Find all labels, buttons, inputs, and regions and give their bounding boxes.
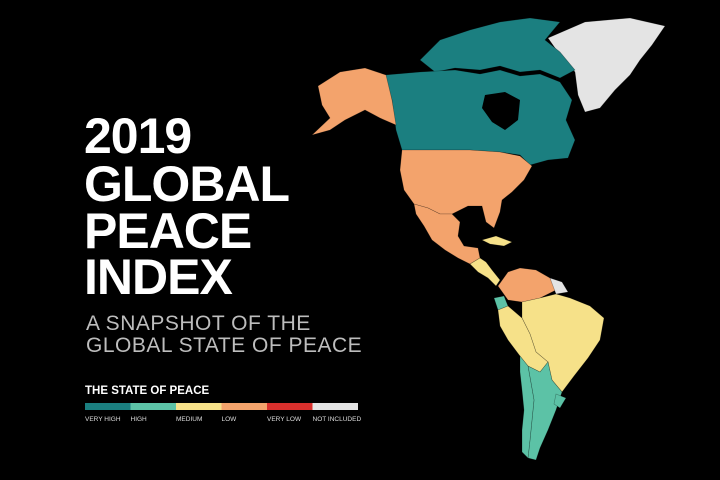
- legend-label: NOT INCLUDED: [313, 416, 362, 423]
- central-america: [469, 257, 501, 287]
- legend-swatch: [221, 403, 267, 410]
- legend-title: THE STATE OF PEACE: [85, 385, 209, 397]
- title: 2019 GLOBAL PEACE INDEX: [84, 108, 290, 305]
- subtitle-line: GLOBAL STATE OF PEACE: [86, 334, 362, 357]
- legend-swatch: [176, 403, 222, 410]
- legend-label: VERY HIGH: [85, 416, 121, 423]
- usa: [399, 149, 533, 229]
- chile: [519, 355, 535, 459]
- title-line: INDEX: [84, 249, 232, 305]
- uruguay: [553, 393, 567, 409]
- legend-label: VERY LOW: [267, 416, 302, 423]
- legend-label: HIGH: [131, 416, 148, 423]
- map: [311, 17, 666, 461]
- greenland: [547, 17, 666, 113]
- legend-label: LOW: [222, 416, 238, 423]
- title-line: PEACE: [84, 203, 251, 259]
- arctic-islands: [419, 17, 576, 79]
- hudson-bay: [482, 92, 520, 130]
- guianas: [549, 277, 569, 295]
- legend: VERY HIGH HIGH MEDIUM LOW VERY LOW NOT INCLUD…: [85, 403, 361, 423]
- argentina: [527, 361, 563, 461]
- mexico: [413, 203, 481, 265]
- legend-swatch: [130, 403, 176, 410]
- title-line: 2019: [84, 108, 191, 164]
- cuba: [481, 235, 513, 247]
- subtitle-line: A SNAPSHOT OF THE: [86, 312, 311, 335]
- legend-swatch: [267, 403, 313, 410]
- legend-swatch: [312, 403, 358, 410]
- legend-label: MEDIUM: [176, 416, 202, 423]
- title-line: GLOBAL: [84, 156, 289, 212]
- alaska: [311, 67, 397, 136]
- legend-swatch: [85, 403, 131, 410]
